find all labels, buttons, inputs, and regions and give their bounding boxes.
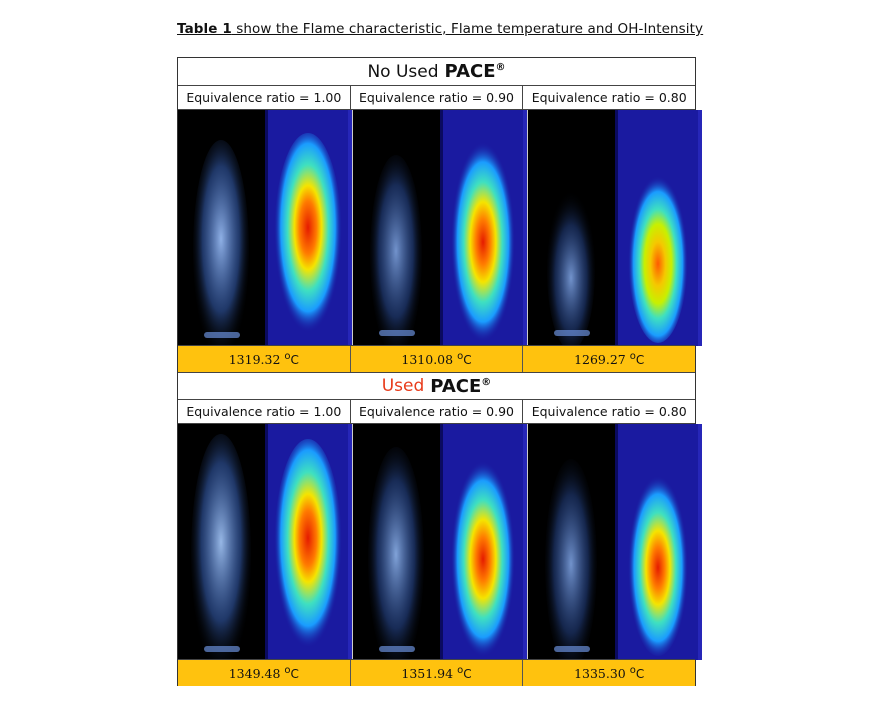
oh-intensity-image xyxy=(265,110,352,346)
flame-photo xyxy=(528,110,615,346)
brand-name: PACE® xyxy=(444,61,506,82)
flame-photo xyxy=(528,424,615,660)
oh-intensity-image xyxy=(440,424,527,660)
flame-image-cell xyxy=(528,424,702,660)
temperature-row: 1319.32 oC 1310.08 oC 1269.27 oC xyxy=(178,345,695,372)
temperature-row: 1349.48 oC 1351.94 oC 1335.30 oC xyxy=(178,659,695,686)
caption-label: Table 1 xyxy=(177,21,232,37)
flame-table: No Used PACE® Equivalence ratio = 1.00 E… xyxy=(177,57,702,686)
flame-image-cell xyxy=(178,424,353,660)
table-caption: Table 1 show the Flame characteristic, F… xyxy=(177,21,703,37)
flame-image-cell xyxy=(178,110,353,346)
temperature-cell: 1335.30 oC xyxy=(523,660,695,686)
flame-image-row xyxy=(178,110,702,346)
flame-photo xyxy=(353,110,440,346)
section-title-used: Used PACE® xyxy=(178,372,695,400)
section-prefix: Used xyxy=(381,376,425,396)
degree-unit: oC xyxy=(629,665,645,681)
brand-name: PACE® xyxy=(430,375,492,397)
degree-unit: oC xyxy=(629,351,645,367)
flame-image-cell xyxy=(353,424,528,660)
temperature-cell: 1319.32 oC xyxy=(178,346,351,372)
temperature-value: 1349.48 xyxy=(228,665,281,681)
flame-image-cell xyxy=(353,110,528,346)
degree-unit: oC xyxy=(284,351,299,367)
flame-photo xyxy=(178,110,265,346)
oh-intensity-image xyxy=(265,424,352,660)
temperature-cell: 1269.27 oC xyxy=(523,346,695,372)
flame-photo xyxy=(178,424,265,660)
oh-intensity-image xyxy=(615,110,702,346)
oh-intensity-image xyxy=(440,110,527,346)
equivalence-row: Equivalence ratio = 1.00 Equivalence rat… xyxy=(178,86,695,110)
section-prefix: No Used xyxy=(367,61,439,82)
section-title-no-used: No Used PACE® xyxy=(178,58,695,86)
flame-photo xyxy=(353,424,440,660)
temperature-value: 1351.94 xyxy=(401,665,454,681)
degree-unit: oC xyxy=(284,665,299,681)
eq-cell: Equivalence ratio = 1.00 xyxy=(178,86,351,109)
eq-cell: Equivalence ratio = 0.80 xyxy=(531,90,687,105)
flame-image-cell xyxy=(528,110,702,346)
temperature-cell: 1351.94 oC xyxy=(351,660,524,686)
eq-cell: Equivalence ratio = 1.00 xyxy=(178,400,351,423)
equivalence-row: Equivalence ratio = 1.00 Equivalence rat… xyxy=(178,400,695,424)
temperature-cell: 1310.08 oC xyxy=(351,346,524,372)
flame-image-row xyxy=(178,424,702,660)
eq-cell: Equivalence ratio = 0.80 xyxy=(531,404,687,419)
caption-text: show the Flame characteristic, Flame tem… xyxy=(231,21,704,37)
degree-unit: oC xyxy=(457,351,472,367)
eq-cell: Equivalence ratio = 0.90 xyxy=(351,86,524,109)
temperature-value: 1310.08 xyxy=(401,351,454,367)
temperature-value: 1319.32 xyxy=(228,351,281,367)
temperature-value: 1269.27 xyxy=(574,351,626,367)
temperature-cell: 1349.48 oC xyxy=(178,660,351,686)
degree-unit: oC xyxy=(457,665,472,681)
eq-cell: Equivalence ratio = 0.90 xyxy=(351,400,524,423)
oh-intensity-image xyxy=(615,424,702,660)
temperature-value: 1335.30 xyxy=(574,665,626,681)
